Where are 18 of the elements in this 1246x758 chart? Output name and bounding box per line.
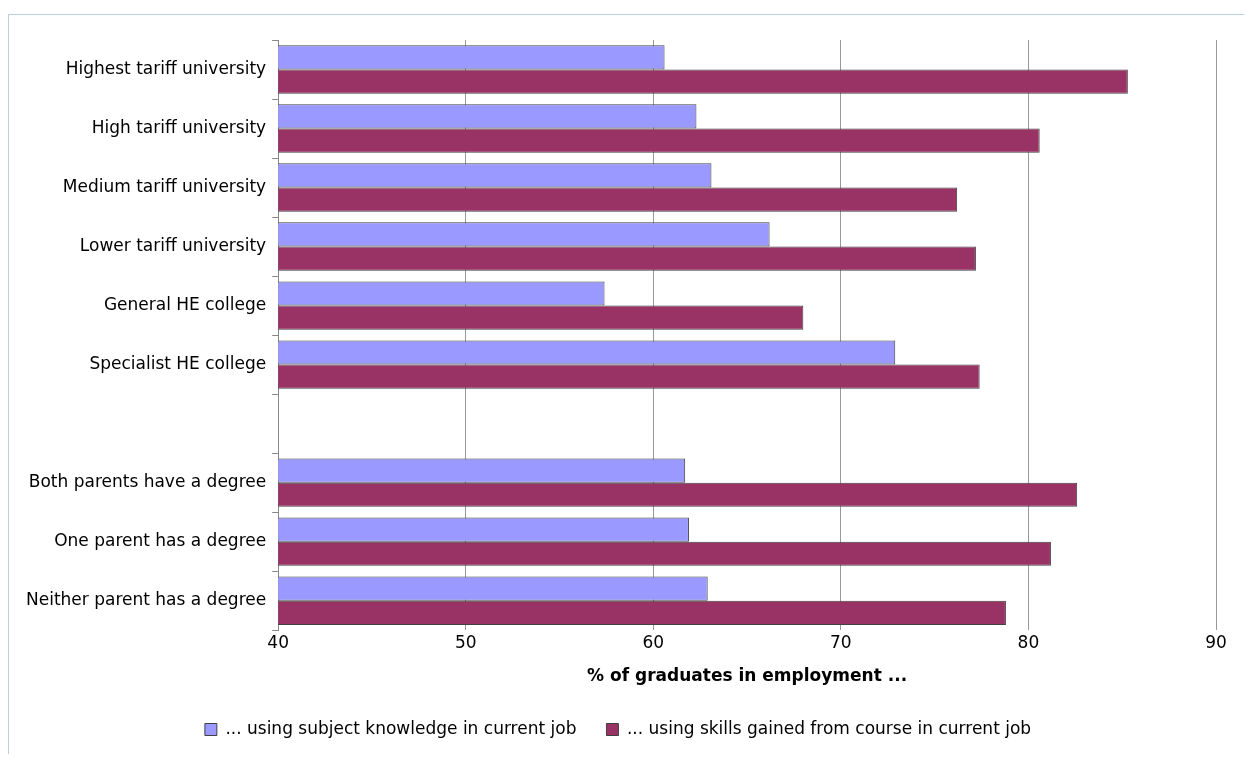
x-tick-label: 40 <box>267 631 289 652</box>
x-tick-label: 60 <box>642 631 665 652</box>
y-tick-label: Lower tariff university <box>79 234 267 255</box>
y-tick-label: General HE college <box>103 294 267 315</box>
y-tick-label: Specialist HE college <box>89 353 267 374</box>
y-tick-label: Highest tariff university <box>65 57 267 78</box>
legend-label: ... using subject knowledge in current job <box>225 717 577 738</box>
y-tick-label: Both parents have a degree <box>28 471 267 492</box>
y-tick-label: Medium tariff university <box>62 175 267 196</box>
y-tick-label: Neither parent has a degree <box>25 589 267 610</box>
y-tick-label: One parent has a degree <box>54 530 267 551</box>
x-tick-label: 70 <box>830 631 852 652</box>
legend-label: ... using skills gained from course in current job <box>626 717 1032 738</box>
x-axis-title: % of graduates in employment ... <box>587 665 908 686</box>
x-tick-label: 90 <box>1205 631 1227 652</box>
x-tick-label: 50 <box>454 631 477 652</box>
x-tick-label: 80 <box>1017 631 1040 652</box>
y-tick-label: High tariff university <box>91 116 267 137</box>
